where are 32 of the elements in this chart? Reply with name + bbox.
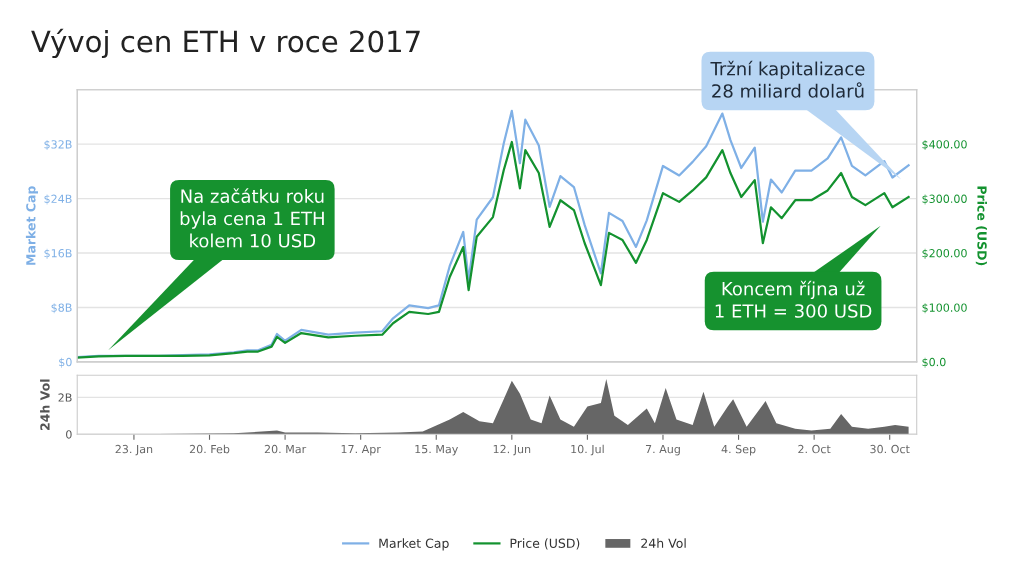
x-tick-label: 20. Mar — [264, 444, 307, 454]
y-tick-label: $24B — [44, 194, 72, 205]
x-tick-label: 12. Jun — [493, 444, 531, 456]
legend-label: 24h Vol — [641, 538, 686, 548]
x-tick-label: 30. Oct — [870, 444, 910, 454]
x-tick-label: 2. Oct — [798, 444, 831, 454]
x-tick-label: 10. Jul — [571, 444, 604, 456]
y-axis-title: 24h Vol — [40, 379, 50, 430]
y-tick-label: 2B — [58, 393, 72, 402]
y2-axis-title: Price (USD) — [975, 186, 987, 266]
x-tick-label: 23. Jan — [115, 444, 153, 456]
y-tick-label: $0 — [59, 357, 72, 368]
y-tick-label: $16B — [44, 248, 72, 259]
y2-tick-label: $300.00 — [922, 194, 967, 205]
legend-label: Market Cap — [379, 538, 449, 551]
y-tick-label: $8B — [51, 303, 72, 314]
chart-title: Vývoj cen ETH v roce 2017 — [31, 28, 420, 59]
y2-tick-label: $0.0 — [922, 357, 946, 368]
x-tick-label: 4. Sep — [721, 444, 756, 456]
x-tick-label: 20. Feb — [189, 444, 230, 454]
y-tick-label: $32B — [44, 139, 72, 151]
x-tick-label: 17. Apr — [341, 445, 381, 456]
annotation: Tržní kapitalizace 28 miliard dolarů — [710, 60, 865, 98]
annotation: Na začátku roku byla cena 1 ETH kolem 10 USD — [180, 188, 324, 248]
y-tick-label: 0 — [66, 430, 72, 439]
legend-label: Price (USD) — [510, 538, 580, 550]
x-tick-label: 15. May — [415, 445, 458, 456]
y2-tick-label: $200.00 — [922, 248, 967, 259]
y-axis-title: Market Cap — [25, 186, 38, 265]
y2-tick-label: $400.00 — [922, 139, 967, 151]
x-tick-label: 7. Aug — [645, 445, 680, 456]
y2-tick-label: $100.00 — [922, 303, 967, 314]
